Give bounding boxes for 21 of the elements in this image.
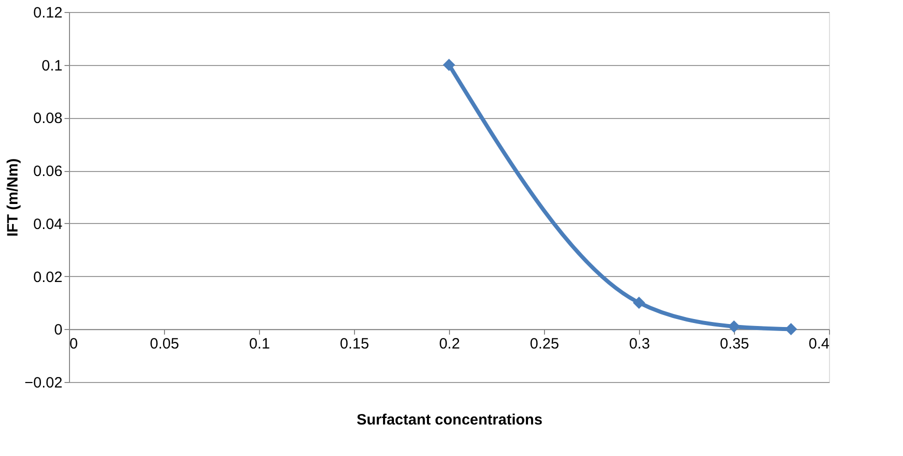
y-tick-label: 0 xyxy=(54,322,62,339)
y-tick-label: 0.08 xyxy=(33,110,62,128)
x-tick-label: 0.2 xyxy=(439,336,460,353)
x-tick-label: 0.35 xyxy=(720,336,750,353)
y-tick-label: 0.12 xyxy=(33,4,62,22)
x-tick-label: 0.1 xyxy=(249,336,270,353)
y-tick-label: 0.06 xyxy=(33,163,62,180)
x-tick-label: 0.05 xyxy=(150,336,180,353)
x-tick-label: 0.4 xyxy=(808,336,830,353)
x-tick-label: 0.15 xyxy=(340,336,370,353)
x-tick-label: 0.3 xyxy=(629,336,650,353)
y-tick-label: 0.1 xyxy=(42,57,62,74)
y-tick-label: 0.04 xyxy=(33,216,62,233)
x-tick-label: 0.25 xyxy=(530,336,560,353)
point xyxy=(442,58,456,71)
x-tick-label: 0 xyxy=(70,336,78,353)
point xyxy=(632,296,646,309)
y-axis-title: IFT (m/Nm) xyxy=(4,158,22,237)
y-tick-label: 0.02 xyxy=(33,268,62,286)
x-axis-title: Surfactant concentrations xyxy=(356,412,542,428)
y-tick-label: −0.02 xyxy=(24,374,62,392)
